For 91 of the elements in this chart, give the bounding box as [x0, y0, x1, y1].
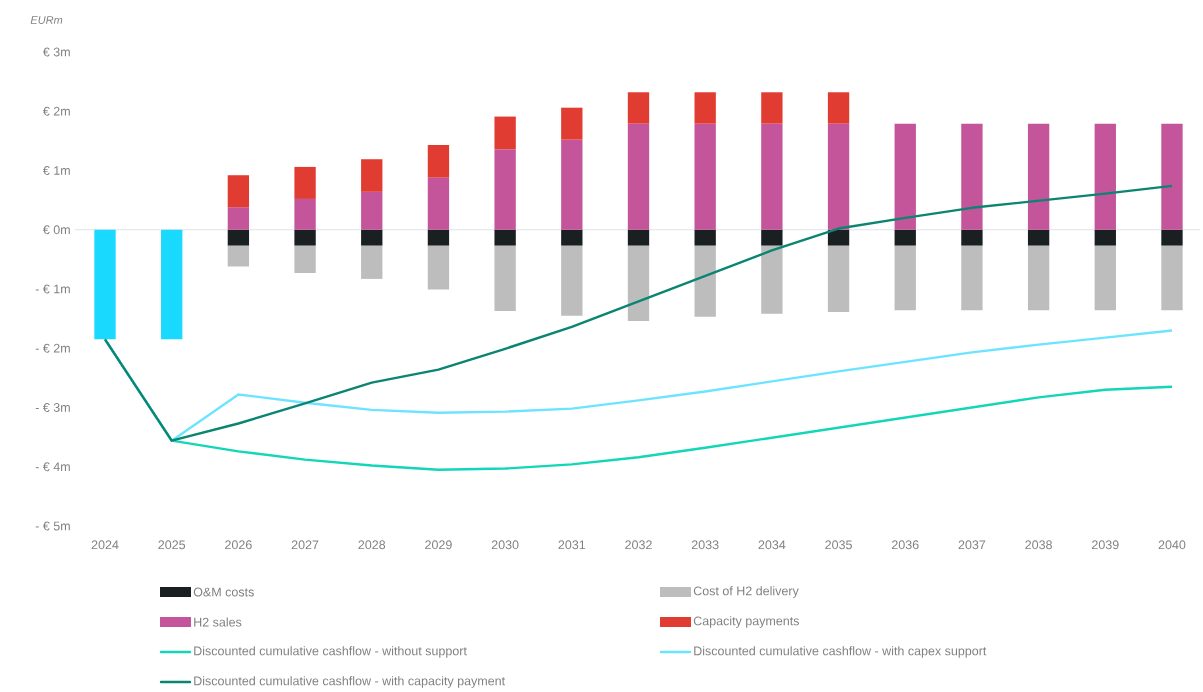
x-tick-label: 2035 — [825, 540, 852, 550]
bar — [294, 245, 316, 273]
bar — [494, 149, 516, 230]
bar — [694, 229, 716, 246]
bar — [561, 107, 583, 140]
bar — [294, 229, 316, 246]
y-tick-label: € 1m — [42, 166, 70, 175]
bar — [761, 123, 783, 230]
bar — [761, 229, 783, 246]
x-tick-label: 2028 — [358, 540, 386, 550]
bar — [1027, 123, 1050, 230]
bar — [494, 245, 516, 311]
x-tick-label: 2025 — [158, 540, 186, 550]
y-tick-label: € 2m — [42, 106, 70, 116]
bar — [1027, 245, 1050, 311]
x-tick-label: 2033 — [691, 540, 719, 550]
y-tick-label: € 3m — [42, 47, 70, 57]
bar — [761, 92, 783, 124]
bar — [361, 191, 383, 230]
x-tick-label: 2037 — [958, 540, 986, 550]
x-tick-label: 2026 — [225, 540, 252, 550]
bar — [427, 229, 450, 246]
bar — [294, 166, 316, 199]
bar — [827, 92, 850, 124]
bar — [1094, 229, 1116, 246]
bar — [827, 245, 850, 313]
bar — [561, 229, 583, 246]
bar — [827, 123, 850, 230]
bar — [1094, 123, 1116, 230]
bar — [361, 159, 383, 192]
legend-label: Cost of H2 delivery — [693, 586, 799, 598]
bar — [361, 229, 383, 246]
bar — [427, 245, 450, 290]
bar — [694, 92, 716, 124]
bar — [494, 229, 516, 246]
x-tick-label: 2032 — [625, 540, 652, 550]
bar — [294, 198, 316, 230]
bar — [761, 245, 783, 314]
bar — [827, 229, 850, 246]
bar — [627, 123, 650, 230]
bar — [1094, 245, 1116, 311]
bar — [694, 245, 716, 317]
bar — [361, 245, 383, 279]
bar — [1161, 229, 1183, 246]
bar — [1027, 229, 1050, 246]
bar — [161, 229, 183, 340]
y-tick-label: - € 1m — [35, 284, 70, 294]
bar — [627, 92, 650, 124]
bar — [627, 245, 650, 321]
x-tick-label: 2027 — [291, 540, 319, 550]
bar — [961, 229, 983, 246]
bar — [894, 123, 916, 230]
y-tick-label: - € 5m — [35, 521, 70, 531]
legend-label: H2 sales — [194, 617, 242, 627]
x-tick-label: 2040 — [1158, 540, 1186, 550]
x-tick-label: 2039 — [1092, 540, 1119, 550]
x-tick-label: 2029 — [425, 540, 452, 550]
legend-label: Capacity payments — [693, 616, 800, 628]
bar — [561, 245, 583, 316]
legend-label: Discounted cumulative cashflow - without support — [194, 646, 467, 658]
bar — [227, 245, 250, 267]
bar — [94, 229, 116, 340]
x-tick-label: 2030 — [491, 540, 519, 550]
x-tick-label: 2038 — [1025, 540, 1052, 550]
legend-label: Discounted cumulative cashflow - with capacity payment — [194, 676, 505, 688]
bar — [1161, 123, 1183, 230]
bar — [1161, 245, 1183, 311]
y-tick-label: - € 2m — [35, 343, 70, 353]
bar — [427, 145, 450, 178]
x-tick-label: 2024 — [91, 540, 119, 550]
y-tick-label: - € 3m — [35, 403, 70, 412]
bar — [694, 123, 716, 230]
y-tick-label: - € 4m — [35, 462, 70, 472]
y-axis-title: EURm — [30, 16, 63, 24]
bar — [961, 245, 983, 311]
bar — [894, 245, 916, 311]
bar — [627, 229, 650, 246]
bar — [227, 229, 250, 246]
legend-label: O&M costs — [193, 587, 254, 597]
x-tick-label: 2031 — [558, 540, 586, 550]
bar — [894, 229, 916, 246]
bar — [561, 139, 583, 230]
bar — [227, 175, 250, 208]
x-tick-label: 2034 — [758, 540, 786, 550]
bar — [494, 116, 516, 150]
bar — [227, 207, 250, 230]
x-tick-label: 2036 — [891, 540, 919, 550]
bar — [427, 177, 450, 230]
y-tick-label: € 0m — [42, 225, 70, 235]
bar — [961, 123, 983, 230]
legend-label: Discounted cumulative cashflow - with capex support — [694, 646, 987, 658]
